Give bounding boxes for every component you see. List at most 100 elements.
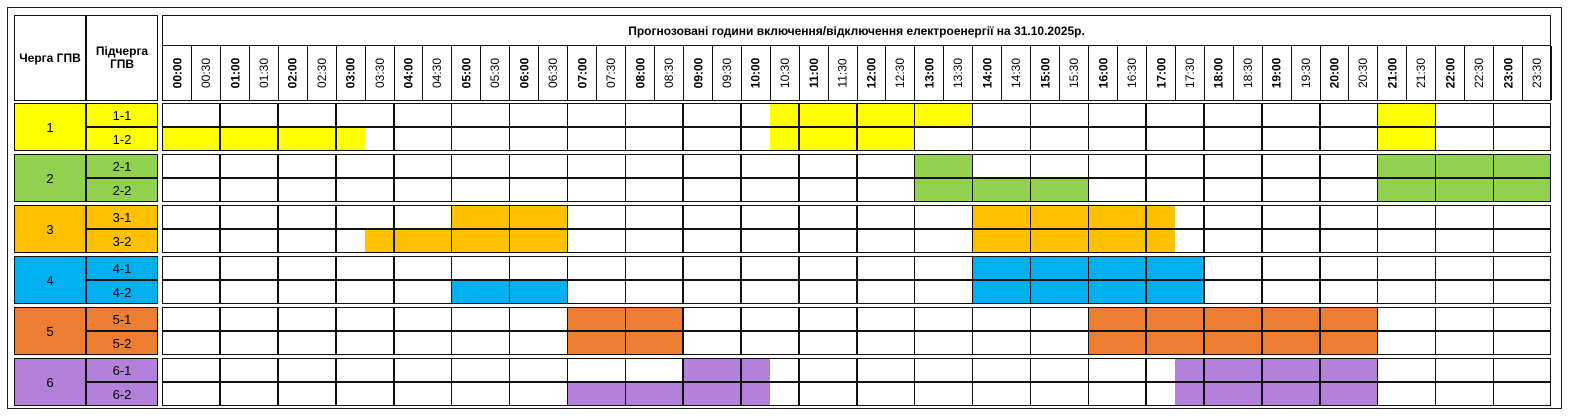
time-label-text: 13:30: [951, 57, 966, 89]
outage-bar: [1088, 307, 1378, 331]
subqueue-cell: 2-1: [86, 154, 158, 178]
time-label: 04:30: [423, 46, 453, 100]
subqueue-cell: 2-2: [86, 178, 158, 202]
subqueue-cell: 5-2: [86, 331, 158, 355]
time-label: 03:00: [337, 46, 366, 100]
queue-cell: 2: [14, 154, 86, 202]
time-label: 15:30: [1060, 46, 1089, 100]
time-label: 10:00: [742, 46, 771, 100]
time-label: 11:00: [800, 46, 829, 100]
subqueue-cell: 4-1: [86, 256, 158, 280]
time-label: 12:00: [858, 46, 887, 100]
outage-bar: [1174, 382, 1378, 406]
outage-bar: [1377, 178, 1551, 202]
outage-bar: [914, 178, 1088, 202]
time-label-text: 17:00: [1153, 57, 1168, 89]
time-label-text: 17:30: [1182, 57, 1197, 89]
time-label-text: 07:30: [604, 57, 619, 89]
time-label: 04:00: [395, 46, 424, 100]
subqueue-header: Підчерга ГПВ: [86, 15, 158, 101]
hour-grid: [162, 154, 1551, 202]
hour-grid: [162, 205, 1551, 253]
time-label-text: 23:00: [1501, 57, 1516, 89]
time-label-text: 01:30: [256, 57, 271, 89]
time-label-text: 05:30: [488, 57, 503, 89]
subqueue-cell: 3-2: [86, 229, 158, 253]
outage-bar: [1088, 331, 1378, 355]
time-label-text: 09:00: [690, 57, 705, 89]
time-label: 14:30: [1002, 46, 1032, 100]
schedule-frame: [7, 7, 1562, 409]
row-divider: [163, 228, 1550, 230]
row-divider: [163, 381, 1550, 383]
time-label-text: 02:30: [314, 57, 329, 89]
time-label: 02:00: [279, 46, 308, 100]
outage-bar: [972, 205, 1175, 229]
time-label: 08:00: [626, 46, 655, 100]
queue-cell: 3: [14, 205, 86, 253]
time-label: 01:00: [221, 46, 250, 100]
row-divider: [163, 330, 1550, 332]
subqueue-cell: 1-1: [86, 103, 158, 127]
time-label-text: 16:30: [1124, 57, 1139, 89]
time-label: 12:30: [886, 46, 916, 100]
time-label: 21:30: [1407, 46, 1437, 100]
time-label-text: 08:30: [661, 57, 676, 89]
time-label: 06:30: [539, 46, 569, 100]
outage-bar: [769, 127, 915, 151]
subqueue-cell: 6-2: [86, 382, 158, 406]
hour-grid: [162, 256, 1551, 304]
time-label-text: 18:30: [1240, 57, 1255, 89]
outage-bar: [769, 103, 973, 127]
queue-header: Черга ГПВ: [14, 15, 86, 101]
subqueue-cell: 1-2: [86, 127, 158, 151]
time-label-text: 01:00: [227, 57, 242, 89]
time-label-text: 18:00: [1211, 57, 1226, 89]
hour-grid: [162, 358, 1551, 406]
time-label: 21:00: [1378, 46, 1408, 100]
time-label: 11:30: [829, 46, 858, 100]
time-label: 13:00: [915, 46, 945, 100]
time-label-text: 00:00: [169, 57, 184, 89]
time-label-text: 09:30: [719, 57, 734, 89]
time-label: 16:30: [1118, 46, 1147, 100]
time-label: 17:00: [1147, 46, 1176, 100]
time-label: 22:30: [1465, 46, 1495, 100]
queue-cell: 5: [14, 307, 86, 355]
time-label: 14:00: [973, 46, 1003, 100]
time-labels: 00:00 00:30 01:00 01:30 02:00 02:30 03:00 03:30…: [162, 45, 1552, 101]
time-label: 05:00: [452, 46, 482, 100]
time-label-text: 04:00: [401, 57, 416, 89]
time-label-text: 20:30: [1356, 57, 1371, 89]
hour-grid: [162, 307, 1551, 355]
time-label-text: 16:00: [1095, 57, 1110, 89]
time-label-text: 14:00: [980, 57, 995, 89]
time-label: 16:00: [1089, 46, 1118, 100]
time-label: 20:00: [1321, 46, 1350, 100]
time-label-text: 03:00: [343, 57, 358, 89]
time-label-text: 21:00: [1385, 57, 1400, 89]
time-label-text: 07:00: [575, 57, 590, 89]
time-label-text: 15:30: [1067, 57, 1082, 89]
time-label-text: 19:00: [1269, 57, 1284, 89]
outage-bar: [1377, 127, 1436, 151]
time-label: 08:30: [655, 46, 684, 100]
time-label: 20:30: [1349, 46, 1379, 100]
outage-bar: [162, 127, 365, 151]
time-label-text: 08:00: [632, 57, 647, 89]
time-label-text: 04:30: [430, 57, 445, 89]
time-label: 19:00: [1263, 46, 1292, 100]
time-label: 02:30: [308, 46, 337, 100]
outage-bar: [1377, 103, 1436, 127]
time-label-text: 14:30: [1009, 57, 1024, 89]
time-label-text: 12:30: [893, 57, 908, 89]
time-label-text: 03:30: [372, 57, 387, 89]
outage-bar: [682, 358, 770, 382]
time-label-text: 10:30: [777, 57, 792, 89]
time-label-text: 19:30: [1298, 57, 1313, 89]
time-label: 23:30: [1523, 46, 1552, 100]
time-label: 06:00: [510, 46, 540, 100]
time-label-text: 05:00: [459, 57, 474, 89]
time-label: 23:00: [1494, 46, 1524, 100]
time-label: 07:00: [568, 46, 598, 100]
